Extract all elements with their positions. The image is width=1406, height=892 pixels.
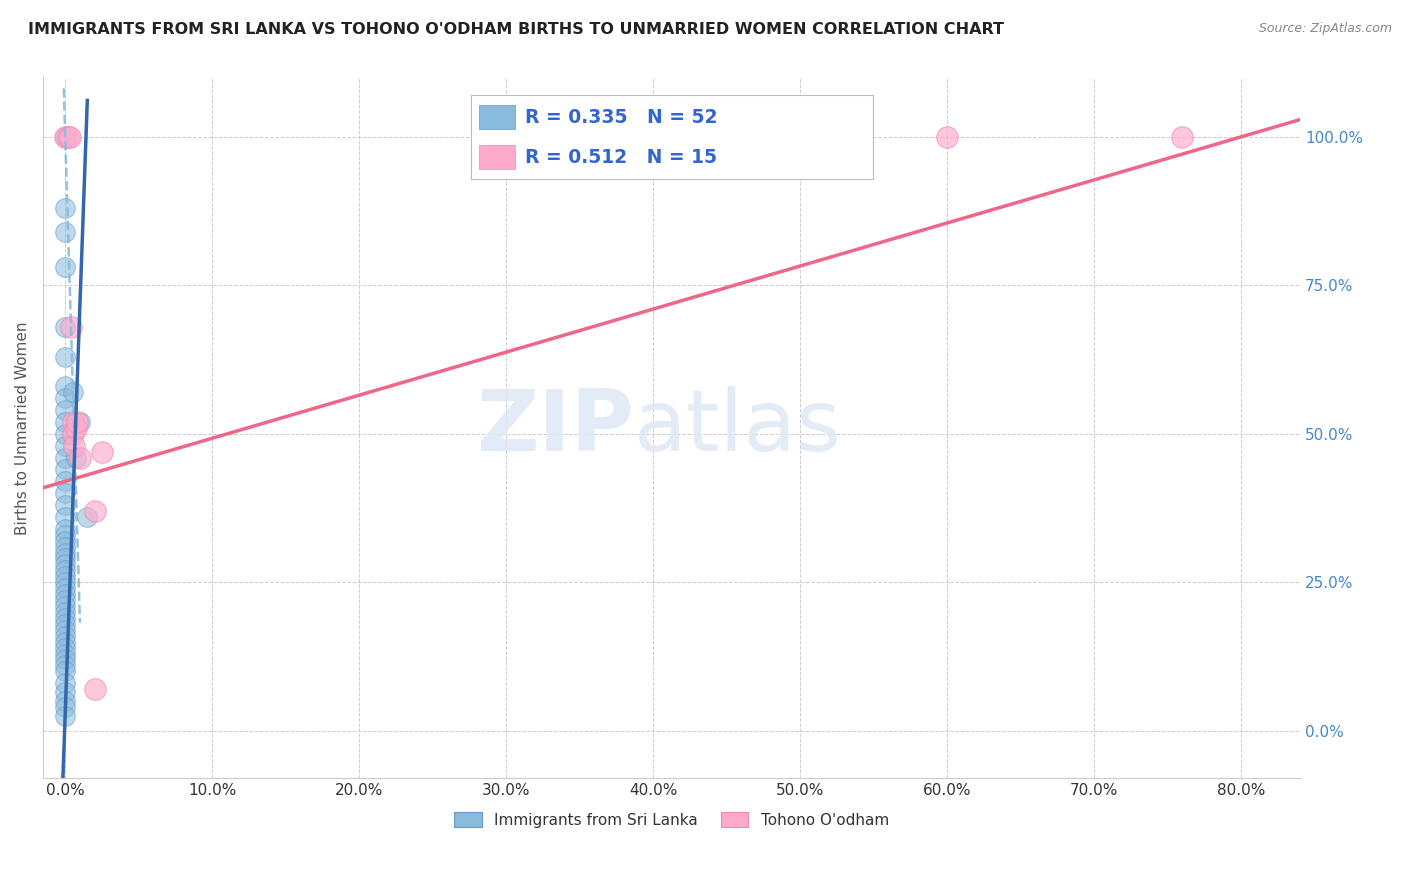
Legend: Immigrants from Sri Lanka, Tohono O'odham: Immigrants from Sri Lanka, Tohono O'odha…	[449, 805, 894, 834]
Point	[53, 647, 76, 661]
Point	[53, 593, 76, 607]
Point	[53, 575, 76, 590]
Point	[53, 439, 76, 453]
Point	[91, 444, 114, 458]
Point	[53, 545, 76, 559]
Text: Source: ZipAtlas.com: Source: ZipAtlas.com	[1258, 22, 1392, 36]
Point	[53, 403, 76, 417]
Point	[56, 129, 79, 144]
Point	[62, 385, 84, 400]
Point	[53, 319, 76, 334]
Point	[69, 450, 91, 465]
Point	[62, 426, 84, 441]
Point	[53, 201, 76, 215]
Point	[65, 421, 87, 435]
Point	[53, 694, 76, 708]
Point	[83, 504, 105, 518]
Point	[53, 616, 76, 631]
Point	[53, 533, 76, 548]
Point	[53, 658, 76, 673]
Point	[53, 640, 76, 655]
Point	[83, 682, 105, 697]
Point	[53, 350, 76, 364]
Point	[53, 551, 76, 566]
Point	[53, 379, 76, 393]
Point	[1171, 129, 1194, 144]
Point	[53, 563, 76, 577]
Point	[53, 486, 76, 500]
Point	[53, 510, 76, 524]
Point	[53, 629, 76, 643]
Point	[53, 498, 76, 512]
Point	[53, 685, 76, 699]
Point	[53, 527, 76, 541]
Point	[53, 652, 76, 666]
Point	[63, 439, 86, 453]
Point	[53, 581, 76, 595]
Point	[53, 129, 76, 144]
Point	[53, 426, 76, 441]
Point	[66, 415, 89, 429]
Point	[53, 665, 76, 679]
Point	[53, 676, 76, 690]
Point	[53, 587, 76, 601]
Text: ZIP: ZIP	[477, 386, 634, 469]
Point	[53, 225, 76, 239]
Point	[53, 605, 76, 619]
Text: atlas: atlas	[634, 386, 842, 469]
Point	[53, 450, 76, 465]
Point	[53, 599, 76, 613]
Point	[53, 611, 76, 625]
Point	[53, 462, 76, 476]
Point	[53, 709, 76, 723]
Point	[53, 415, 76, 429]
Point	[53, 475, 76, 489]
Point	[60, 319, 83, 334]
Point	[59, 129, 82, 144]
Point	[53, 260, 76, 275]
Point	[53, 634, 76, 648]
Point	[65, 450, 87, 465]
Point	[53, 558, 76, 572]
Point	[53, 569, 76, 583]
Point	[53, 129, 76, 144]
Point	[936, 129, 959, 144]
Point	[53, 540, 76, 554]
Point	[53, 391, 76, 405]
Point	[53, 700, 76, 714]
Text: IMMIGRANTS FROM SRI LANKA VS TOHONO O'ODHAM BIRTHS TO UNMARRIED WOMEN CORRELATIO: IMMIGRANTS FROM SRI LANKA VS TOHONO O'OD…	[28, 22, 1004, 37]
Y-axis label: Births to Unmarried Women: Births to Unmarried Women	[15, 321, 30, 534]
Point	[62, 415, 84, 429]
Point	[53, 623, 76, 637]
Point	[76, 510, 98, 524]
Point	[69, 415, 91, 429]
Point	[53, 522, 76, 536]
